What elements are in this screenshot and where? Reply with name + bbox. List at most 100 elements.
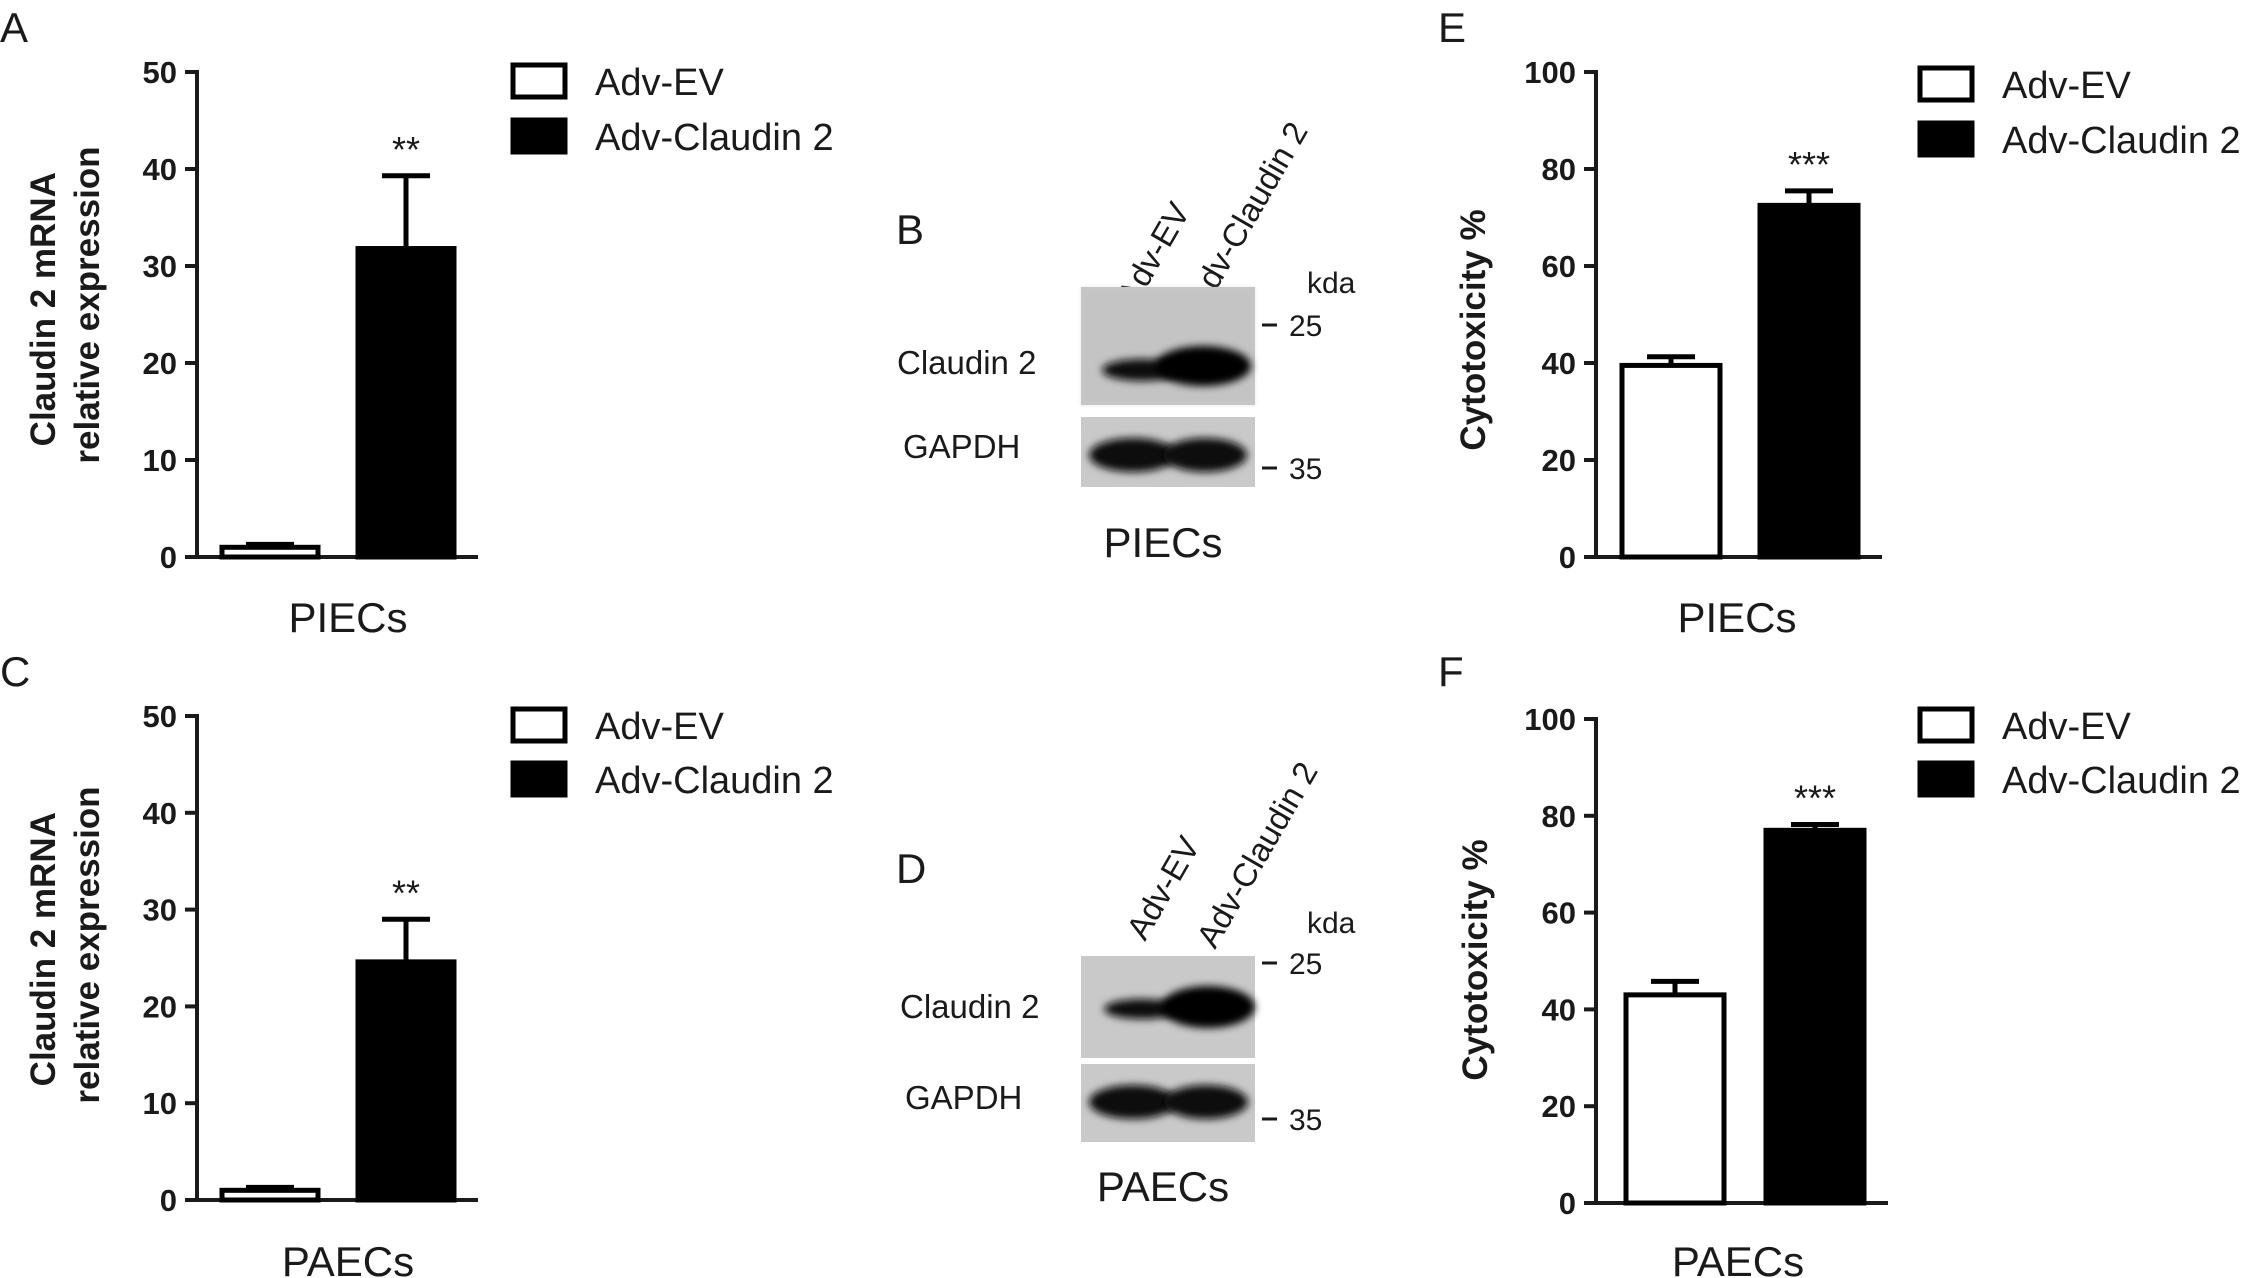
legend-swatch-adv-claudin-2 xyxy=(1917,120,1975,158)
legend-swatch-adv-ev xyxy=(510,706,568,744)
blot-cell-type: PAECs xyxy=(1097,1163,1229,1210)
bar-adv-claudin-2 xyxy=(355,246,457,560)
y-tick-label: 100 xyxy=(1524,55,1576,90)
y-axis-label: Cytotoxicity % xyxy=(1454,209,1493,450)
row-label-claudin-2: Claudin 2 xyxy=(900,988,1039,1025)
y-tick-label: 20 xyxy=(143,989,177,1024)
legend-label-adv-claudin-2: Adv-Claudin 2 xyxy=(595,760,834,802)
legend: Adv-EV Adv-Claudin 2 xyxy=(1917,65,2241,162)
y-axis-label-line-1: Cytotoxicity % xyxy=(1454,209,1493,450)
y-tick-label: 60 xyxy=(1542,896,1576,931)
row-label-gapdh: GAPDH xyxy=(903,428,1020,465)
y-tick-label: 40 xyxy=(1542,992,1576,1027)
y-axis-label-line-1: Cytotoxicity % xyxy=(1456,839,1495,1080)
marker-label-25: 25 xyxy=(1289,310,1322,343)
legend: Adv-EV Adv-Claudin 2 xyxy=(1917,706,2241,802)
marker-label-35: 35 xyxy=(1289,1104,1322,1137)
y-tick-label: 10 xyxy=(143,443,177,478)
kda-label: kda xyxy=(1307,907,1356,940)
panel-label: B xyxy=(896,206,924,253)
y-axis-label-line-1: Claudin 2 mRNA xyxy=(24,172,63,446)
panel-label: E xyxy=(1438,4,1466,51)
legend: Adv-EV Adv-Claudin 2 xyxy=(510,62,834,159)
panel-label: A xyxy=(0,4,28,51)
y-axis-ticks: 0 20 40 60 80 100 xyxy=(1524,702,1888,1221)
bar-adv-ev xyxy=(1623,992,1727,1206)
chart-panel-a: A 0 10 20 30 40 50 ** Claudin 2 mRNA relative… xyxy=(0,4,834,641)
y-tick-label: 20 xyxy=(1542,443,1576,478)
y-axis-label: Cytotoxicity % xyxy=(1456,839,1495,1080)
legend: Adv-EV Adv-Claudin 2 xyxy=(510,706,834,802)
western-blot-panel-b: B Adv-EV Adv-Claudin 2 kda Claudin 2 GAP… xyxy=(896,115,1356,566)
legend-label-adv-claudin-2: Adv-Claudin 2 xyxy=(2002,760,2241,802)
bars: ** xyxy=(219,872,457,1203)
x-axis-label: PAECs xyxy=(282,1238,414,1278)
legend-label-adv-claudin-2: Adv-Claudin 2 xyxy=(2002,120,2241,162)
kda-label: kda xyxy=(1307,267,1356,300)
chart-panel-c: C 0 10 20 30 40 50 ** Claudin 2 mRNA relative… xyxy=(0,648,834,1278)
y-axis-label-line-2: relative expression xyxy=(68,146,107,463)
legend-label-adv-ev: Adv-EV xyxy=(595,62,724,104)
band-claudin-2-adv-ev xyxy=(1104,999,1180,1019)
y-tick-label: 100 xyxy=(1524,702,1576,737)
band-gapdh-adv-claudin-2 xyxy=(1164,1085,1248,1119)
band-gapdh-adv-ev xyxy=(1089,1085,1177,1119)
legend-label-adv-ev: Adv-EV xyxy=(2002,65,2131,107)
blot-cell-type: PIECs xyxy=(1103,519,1222,566)
bar-adv-ev xyxy=(219,1187,321,1203)
legend-swatch-adv-claudin-2 xyxy=(510,117,568,155)
legend-swatch-adv-claudin-2 xyxy=(1917,760,1975,798)
lane-label-adv-claudin-2: Adv-Claudin 2 xyxy=(1179,115,1315,313)
y-tick-label: 30 xyxy=(143,893,177,928)
marker-label-35: 35 xyxy=(1289,453,1322,486)
significance-marker: ** xyxy=(392,872,420,913)
legend-swatch-adv-ev xyxy=(510,62,568,100)
y-tick-label: 50 xyxy=(143,699,177,734)
bar-adv-claudin-2 xyxy=(1763,827,1867,1206)
bar-adv-claudin-2 xyxy=(355,959,457,1203)
bars: ** xyxy=(219,129,457,560)
y-tick-label: 0 xyxy=(1559,540,1576,575)
band-claudin-2-adv-claudin-2 xyxy=(1161,986,1255,1028)
legend-label-adv-ev: Adv-EV xyxy=(2002,706,2131,748)
x-axis-label: PAECs xyxy=(1672,1238,1804,1278)
row-label-claudin-2: Claudin 2 xyxy=(897,344,1036,381)
y-tick-label: 20 xyxy=(1542,1089,1576,1124)
panel-label: C xyxy=(0,648,30,695)
lane-label-adv-claudin-2: Adv-Claudin 2 xyxy=(1189,755,1325,953)
x-axis-label: PIECs xyxy=(1677,594,1796,641)
y-tick-label: 50 xyxy=(143,55,177,90)
row-label-gapdh: GAPDH xyxy=(905,1079,1022,1116)
y-tick-label: 0 xyxy=(160,1183,177,1218)
y-tick-label: 30 xyxy=(143,249,177,284)
y-tick-label: 80 xyxy=(1542,799,1576,834)
bar-adv-ev xyxy=(1619,362,1723,560)
bars: *** xyxy=(1623,778,1867,1206)
y-tick-label: 0 xyxy=(1559,1186,1576,1221)
legend-swatch-adv-ev xyxy=(1917,706,1975,744)
y-tick-label: 0 xyxy=(160,540,177,575)
y-tick-label: 40 xyxy=(1542,346,1576,381)
significance-marker: *** xyxy=(1794,778,1836,819)
band-gapdh-adv-claudin-2 xyxy=(1163,438,1247,472)
significance-marker: *** xyxy=(1788,144,1830,185)
y-tick-label: 40 xyxy=(143,152,177,187)
y-axis-label-line-1: Claudin 2 mRNA xyxy=(24,812,63,1086)
y-tick-label: 80 xyxy=(1542,152,1576,187)
bars: *** xyxy=(1619,144,1861,560)
y-tick-label: 40 xyxy=(143,796,177,831)
y-axis-label: Claudin 2 mRNA relative expression xyxy=(24,146,107,463)
bar-adv-ev xyxy=(219,544,321,560)
panel-label: F xyxy=(1438,648,1464,695)
y-axis-label: Claudin 2 mRNA relative expression xyxy=(24,786,107,1103)
legend-swatch-adv-ev xyxy=(1917,65,1975,103)
legend-label-adv-claudin-2: Adv-Claudin 2 xyxy=(595,117,834,159)
x-axis-label: PIECs xyxy=(288,594,407,641)
legend-swatch-adv-claudin-2 xyxy=(510,760,568,798)
y-tick-label: 10 xyxy=(143,1086,177,1121)
legend-label-adv-ev: Adv-EV xyxy=(595,706,724,748)
band-claudin-2-adv-claudin-2 xyxy=(1155,346,1251,386)
bar-adv-claudin-2 xyxy=(1757,202,1861,560)
